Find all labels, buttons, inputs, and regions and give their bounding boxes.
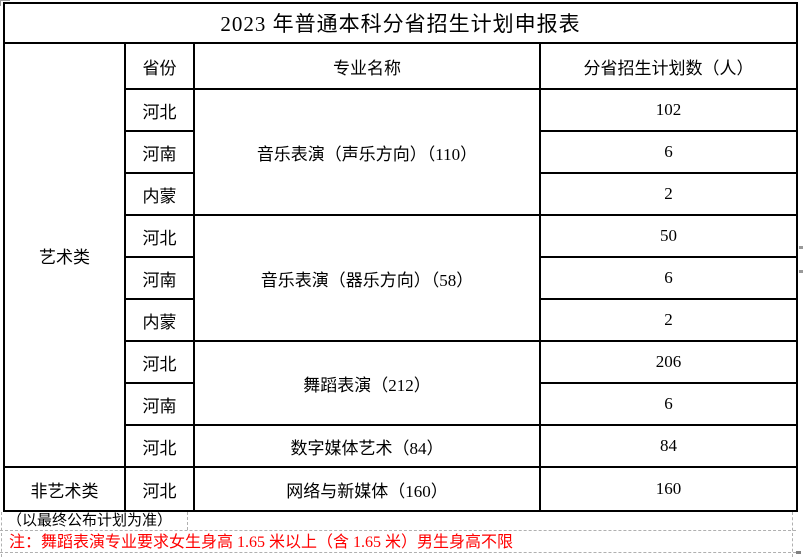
- plan-cell: 84: [539, 424, 798, 468]
- category-cell-art: 艺术类: [3, 42, 126, 468]
- gridline-corner-artifact: [796, 551, 801, 554]
- plan-cell: 6: [539, 382, 798, 426]
- gridline-vertical: [1, 512, 2, 557]
- province-cell: 内蒙: [124, 298, 195, 342]
- province-cell: 河北: [124, 424, 195, 468]
- province-cell: 河北: [124, 214, 195, 258]
- province-cell: 河南: [124, 130, 195, 174]
- plan-cell: 160: [539, 466, 798, 512]
- table-row: 河北 数字媒体艺术（84） 84: [4, 424, 798, 468]
- province-cell: 河北: [124, 88, 195, 132]
- province-cell: 河北: [124, 340, 195, 384]
- table-row: 河南 6: [4, 382, 798, 426]
- table-title: 2023 年普通本科分省招生计划申报表: [3, 2, 798, 44]
- table-row: 河北 音乐表演（器乐方向）（58） 50: [4, 214, 798, 342]
- plan-cell: 2: [539, 298, 798, 342]
- major-cell: 网络与新媒体（160）: [193, 466, 541, 512]
- plan-cell: 102: [539, 88, 798, 132]
- col-header-province: 省份: [124, 42, 195, 90]
- table-row: 非艺术类 河北 网络与新媒体（160） 160: [3, 466, 798, 512]
- enrollment-plan-table: 2023 年普通本科分省招生计划申报表 艺术类 省份 专业名称 分省招生计划数（…: [3, 2, 798, 512]
- gridline-vertical: [792, 512, 793, 557]
- screenshot-corner-artifact: [0, 0, 10, 6]
- major-cell: 音乐表演（声乐方向）（110）: [193, 88, 541, 216]
- title-row: 2023 年普通本科分省招生计划申报表: [3, 2, 798, 44]
- table-row: 内蒙 2: [4, 172, 798, 216]
- major-cell: 数字媒体艺术（84）: [193, 424, 541, 468]
- table-row: 内蒙 2: [4, 298, 798, 342]
- province-cell: 内蒙: [124, 172, 195, 216]
- plan-cell: 2: [539, 172, 798, 216]
- col-header-plan: 分省招生计划数（人）: [539, 42, 798, 90]
- plan-cell: 50: [539, 214, 798, 258]
- header-row: 艺术类 省份 专业名称 分省招生计划数（人）: [3, 42, 798, 468]
- gridline-vertical: [187, 512, 188, 530]
- plan-cell: 6: [539, 256, 798, 300]
- page-edge-artifact: [799, 270, 803, 273]
- province-cell: 河南: [124, 256, 195, 300]
- category-cell-non-art: 非艺术类: [3, 466, 126, 512]
- height-requirement-note: 注：舞蹈表演专业要求女生身高 1.65 米以上（含 1.65 米）男生身高不限: [9, 534, 514, 551]
- gridline-horizontal: [0, 552, 796, 553]
- province-cell: 河南: [124, 382, 195, 426]
- table-row: 河北 音乐表演（声乐方向）（110） 102: [4, 88, 798, 216]
- plan-cell: 206: [539, 340, 798, 384]
- final-plan-note: （以最终公布计划为准）: [7, 513, 173, 529]
- gridline-horizontal: [0, 530, 796, 531]
- col-header-major: 专业名称: [193, 42, 541, 90]
- table-row: 河南 6: [4, 256, 798, 300]
- major-cell: 音乐表演（器乐方向）（58）: [193, 214, 541, 342]
- table-row: 河南 6: [4, 130, 798, 174]
- plan-cell: 6: [539, 130, 798, 174]
- major-cell: 舞蹈表演（212）: [193, 340, 541, 426]
- province-cell: 河北: [124, 466, 195, 512]
- table-row: 河北 舞蹈表演（212） 206: [4, 340, 798, 426]
- page-edge-artifact: [799, 246, 803, 249]
